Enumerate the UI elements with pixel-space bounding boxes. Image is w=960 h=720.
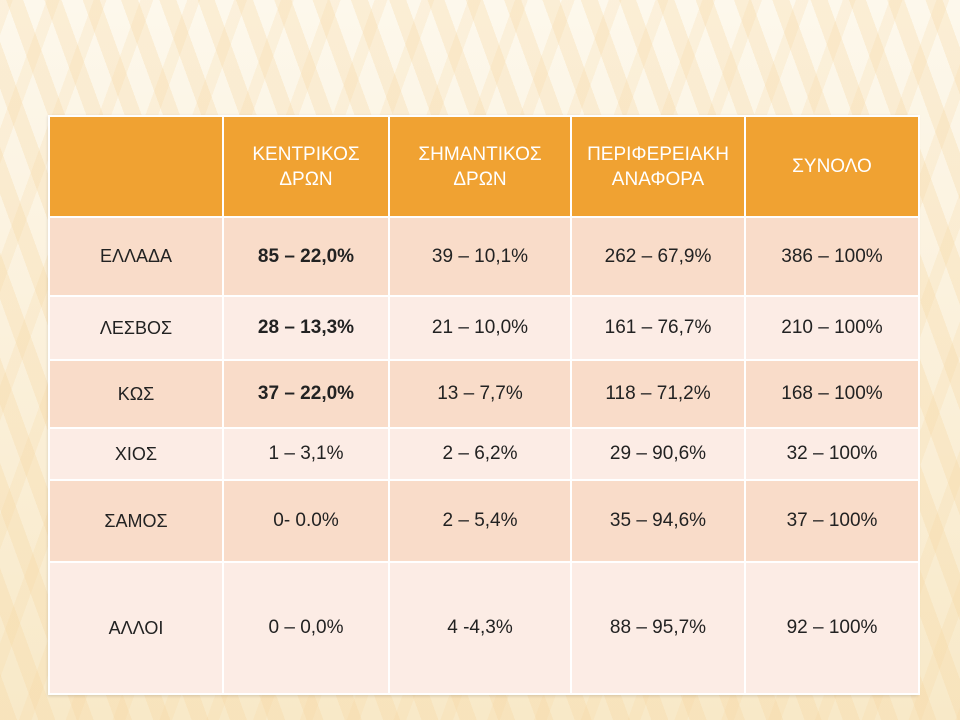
table-row: ΧΙΟΣ 1 – 3,1% 2 – 6,2% 29 – 90,6% 32 – 1… bbox=[48, 427, 920, 481]
table-cell: 13 – 7,7% bbox=[388, 359, 572, 429]
table-cell: 92 – 100% bbox=[744, 561, 920, 695]
header-cell-central-actor: ΚΕΝΤΡΙΚΟΣ ΔΡΩΝ bbox=[222, 115, 390, 218]
table-cell: 28 – 13,3% bbox=[222, 295, 390, 361]
table-row: ΑΛΛΟΙ 0 – 0,0% 4 -4,3% 88 – 95,7% 92 – 1… bbox=[48, 561, 920, 695]
row-label: ΛΕΣΒΟΣ bbox=[48, 295, 224, 361]
header-cell-important-actor: ΣΗΜΑΝΤΙΚΟΣ ΔΡΩΝ bbox=[388, 115, 572, 218]
row-label: ΣΑΜΟΣ bbox=[48, 479, 224, 563]
table-cell: 0- 0.0% bbox=[222, 479, 390, 563]
table-cell: 37 – 100% bbox=[744, 479, 920, 563]
table-cell: 118 – 71,2% bbox=[570, 359, 746, 429]
row-label: ΑΛΛΟΙ bbox=[48, 561, 224, 695]
header-cell-corner bbox=[48, 115, 224, 218]
table-cell: 1 – 3,1% bbox=[222, 427, 390, 481]
table-cell: 2 – 6,2% bbox=[388, 427, 572, 481]
table-row: ΛΕΣΒΟΣ 28 – 13,3% 21 – 10,0% 161 – 76,7%… bbox=[48, 295, 920, 361]
table-row: ΣΑΜΟΣ 0- 0.0% 2 – 5,4% 35 – 94,6% 37 – 1… bbox=[48, 479, 920, 563]
row-label: ΕΛΛΑΔΑ bbox=[48, 216, 224, 297]
table-cell: 2 – 5,4% bbox=[388, 479, 572, 563]
data-table-container: ΚΕΝΤΡΙΚΟΣ ΔΡΩΝ ΣΗΜΑΝΤΙΚΟΣ ΔΡΩΝ ΠΕΡΙΦΕΡΕΙ… bbox=[48, 115, 920, 695]
table-cell: 85 – 22,0% bbox=[222, 216, 390, 297]
table-cell: 88 – 95,7% bbox=[570, 561, 746, 695]
row-label: ΧΙΟΣ bbox=[48, 427, 224, 481]
header-cell-peripheral-reference: ΠΕΡΙΦΕΡΕΙΑΚΗ ΑΝΑΦΟΡΑ bbox=[570, 115, 746, 218]
table-cell: 4 -4,3% bbox=[388, 561, 572, 695]
table-cell: 35 – 94,6% bbox=[570, 479, 746, 563]
table-cell: 161 – 76,7% bbox=[570, 295, 746, 361]
table-row: ΚΩΣ 37 – 22,0% 13 – 7,7% 118 – 71,2% 168… bbox=[48, 359, 920, 429]
data-table: ΚΕΝΤΡΙΚΟΣ ΔΡΩΝ ΣΗΜΑΝΤΙΚΟΣ ΔΡΩΝ ΠΕΡΙΦΕΡΕΙ… bbox=[48, 115, 920, 695]
row-label: ΚΩΣ bbox=[48, 359, 224, 429]
table-cell: 0 – 0,0% bbox=[222, 561, 390, 695]
table-row: ΕΛΛΑΔΑ 85 – 22,0% 39 – 10,1% 262 – 67,9%… bbox=[48, 216, 920, 297]
table-cell: 39 – 10,1% bbox=[388, 216, 572, 297]
table-cell: 168 – 100% bbox=[744, 359, 920, 429]
table-cell: 32 – 100% bbox=[744, 427, 920, 481]
table-cell: 37 – 22,0% bbox=[222, 359, 390, 429]
table-cell: 21 – 10,0% bbox=[388, 295, 572, 361]
header-row: ΚΕΝΤΡΙΚΟΣ ΔΡΩΝ ΣΗΜΑΝΤΙΚΟΣ ΔΡΩΝ ΠΕΡΙΦΕΡΕΙ… bbox=[48, 115, 920, 218]
header-cell-total: ΣΥΝΟΛΟ bbox=[744, 115, 920, 218]
table-cell: 29 – 90,6% bbox=[570, 427, 746, 481]
table-cell: 262 – 67,9% bbox=[570, 216, 746, 297]
table-cell: 386 – 100% bbox=[744, 216, 920, 297]
table-cell: 210 – 100% bbox=[744, 295, 920, 361]
